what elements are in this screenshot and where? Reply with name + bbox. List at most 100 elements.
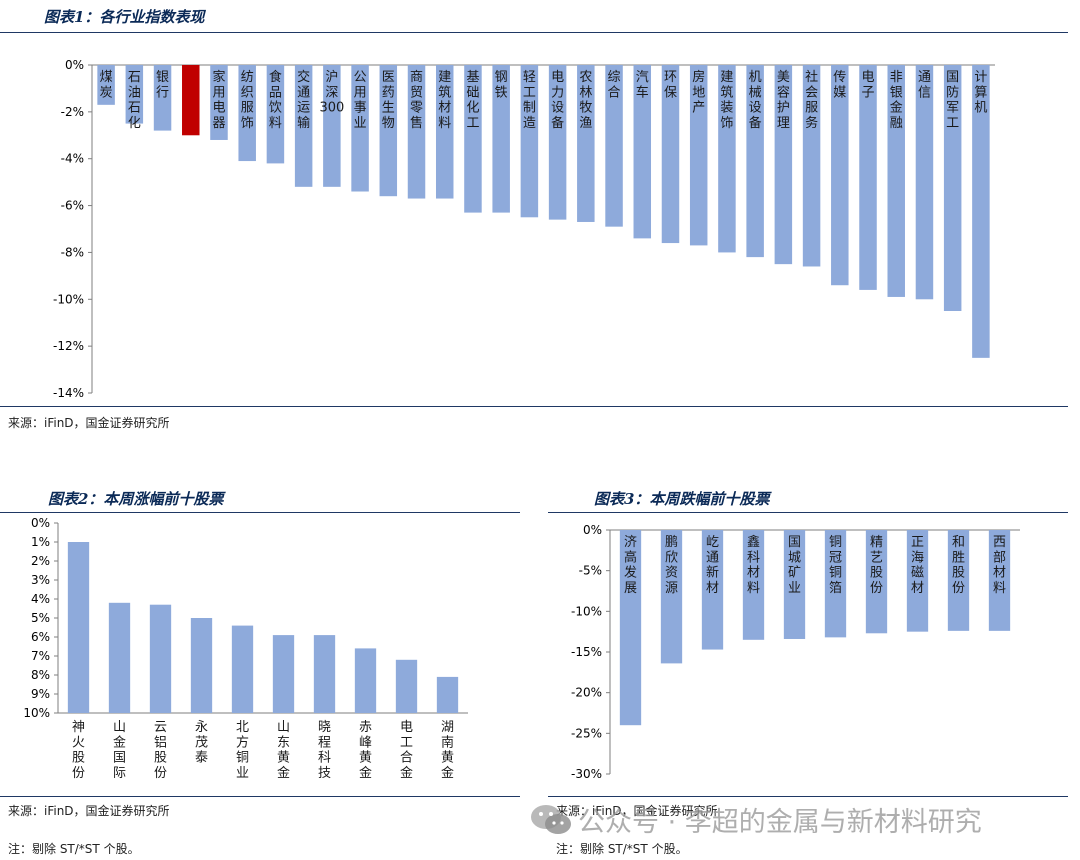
wechat-icon	[531, 805, 571, 834]
chart1-category-label: 非银金融	[890, 70, 903, 131]
chart1-category-label: 轻工制造	[523, 70, 536, 131]
chart1-bar	[153, 65, 172, 131]
chart1-bar	[774, 65, 793, 265]
chart1-bar	[210, 65, 228, 140]
chart3-category-label: 铜冠铜箔	[829, 535, 842, 596]
chart1-category-label: 有色金属	[184, 70, 197, 131]
chart3-category-label: 济高发展	[624, 535, 637, 596]
chart1-y-tick-label: -6%	[61, 199, 84, 213]
chart1-bar	[633, 65, 652, 239]
chart1-bar	[294, 65, 313, 187]
chart1-category-label: 电子	[862, 70, 875, 100]
chart1-category-label: 综合	[608, 70, 621, 100]
chart1-bar	[407, 65, 426, 199]
chart1-bar	[125, 65, 144, 124]
chart2-bar	[395, 659, 418, 713]
chart1-bar	[464, 65, 482, 213]
chart3-y-tick-label: -10%	[571, 604, 602, 618]
chart1-category-label: 沪深 300	[319, 69, 344, 116]
chart2-category-label: 山东黄金	[277, 720, 290, 781]
chart1-category-label: 石油石化	[128, 70, 141, 131]
chart1-bar	[520, 65, 539, 218]
chart1-category-label: 建筑装饰	[720, 70, 733, 131]
chart3-bar	[742, 530, 765, 640]
chart2-category-label: 山金国际	[113, 720, 126, 781]
chart1-y-tick-label: -10%	[53, 292, 84, 306]
chart2-bar	[354, 648, 377, 713]
chart1-category-label: 通信	[918, 70, 931, 100]
chart1-category-label: 钢铁	[495, 70, 508, 100]
chart3-category-label: 精艺股份	[870, 535, 883, 596]
chart2-bar	[108, 602, 131, 713]
chart1-bottom-rule	[0, 406, 1068, 407]
chart1-category-label: 银行	[156, 70, 169, 100]
chart1-category-label: 环保	[664, 70, 677, 100]
chart3-category-label: 屹通新材	[706, 535, 719, 596]
chart2-title: 图表2：本周涨幅前十股票	[48, 490, 224, 508]
chart1-category-label: 美容护理	[777, 70, 790, 131]
chart1-y-tick-label: -8%	[61, 245, 84, 259]
chart1-bar	[689, 65, 708, 246]
chart1-bar	[266, 65, 285, 164]
chart1-category-label: 交通运输	[297, 69, 310, 131]
chart2-bottom-rule	[0, 796, 520, 797]
chart2-y-tick-label: 4%	[31, 592, 50, 606]
chart1-category-label: 食品饮料	[269, 69, 282, 131]
chart1-bar	[97, 65, 115, 105]
chart2-bar	[149, 604, 172, 713]
chart3-bar	[783, 530, 806, 639]
chart2-category-label: 赤峰黄金	[359, 720, 372, 781]
chart1-category-label: 纺织服饰	[241, 70, 254, 131]
chart1-bar	[887, 65, 905, 297]
chart3-y-tick-label: -25%	[571, 726, 602, 740]
chart2-category-label: 永茂泰	[195, 720, 208, 766]
chart3-note: 注：剔除 ST/*ST 个股。	[556, 842, 688, 856]
chart3-bar	[988, 530, 1011, 631]
chart2-svg: 0% 1% 2% 3% 4% 5% 6% 7% 8% 9% 10% 神火股份 山金国际 云铝股份 永茂泰 北方…	[23, 516, 468, 781]
chart2-y-tick-label: 6%	[31, 630, 50, 644]
chart1-title-rule	[0, 32, 1068, 33]
chart1-bar	[351, 65, 369, 192]
watermark-text: 公众号 · 李超的金属与新材料研究	[578, 807, 982, 838]
chart1-category-label: 商贸零售	[410, 70, 423, 131]
chart1-bar	[323, 65, 341, 187]
chart2-category-label: 电工合金	[400, 720, 413, 781]
chart3-y-tick-label: 0%	[583, 523, 602, 537]
chart3-y-tick-label: -5%	[579, 564, 602, 578]
chart3-category-label: 鑫科材料	[747, 534, 760, 596]
chart2-y-tick-label: 2%	[31, 554, 50, 568]
chart2-y-tick-label: 5%	[31, 611, 50, 625]
chart1-bar	[661, 65, 680, 244]
chart1-bar	[943, 65, 962, 311]
chart3-category-label: 和胜股份	[952, 535, 965, 596]
chart1-bar	[605, 65, 623, 227]
chart1-category-label: 医药生物	[382, 70, 395, 131]
chart1-bar	[577, 65, 595, 222]
chart3-svg: 0% -5% -10% -15% -20% -25% -30% 济高发展 鹏欣资源 屹通新材 鑫科材…	[571, 523, 1020, 781]
chart2-bar	[313, 635, 336, 713]
chart2-bar	[67, 542, 90, 713]
chart3-category-label: 鹏欣资源	[665, 535, 678, 596]
chart1-category-label: 公用事业	[354, 70, 367, 131]
chart1-bar	[492, 65, 510, 213]
chart1-bar	[182, 65, 200, 136]
chart2-category-label: 神火股份	[72, 720, 85, 781]
chart1-category-label: 房地产	[692, 69, 705, 116]
chart1-bar	[972, 65, 990, 358]
chart2-note: 注：剔除 ST/*ST 个股。	[8, 842, 140, 856]
chart1-y-tick-label: -4%	[61, 152, 84, 166]
chart2-category-label: 云铝股份	[154, 720, 167, 781]
chart1-category-label: 机械设备	[749, 70, 762, 131]
chart3-bottom-rule	[548, 796, 1068, 797]
chart3-bar	[660, 530, 683, 664]
chart1-bar	[238, 65, 256, 162]
chart1-category-label: 家用电器	[212, 69, 225, 131]
chart2-bar	[272, 635, 295, 713]
chart1-bar	[915, 65, 934, 300]
chart2-category-label: 湖南黄金	[441, 720, 454, 781]
chart2-source: 来源：iFinD，国金证券研究所	[8, 804, 170, 818]
chart3-bar	[824, 530, 847, 638]
chart3-category-label: 正海磁材	[911, 535, 924, 596]
chart3-title-rule	[548, 512, 1068, 513]
chart1-bar	[859, 65, 877, 290]
